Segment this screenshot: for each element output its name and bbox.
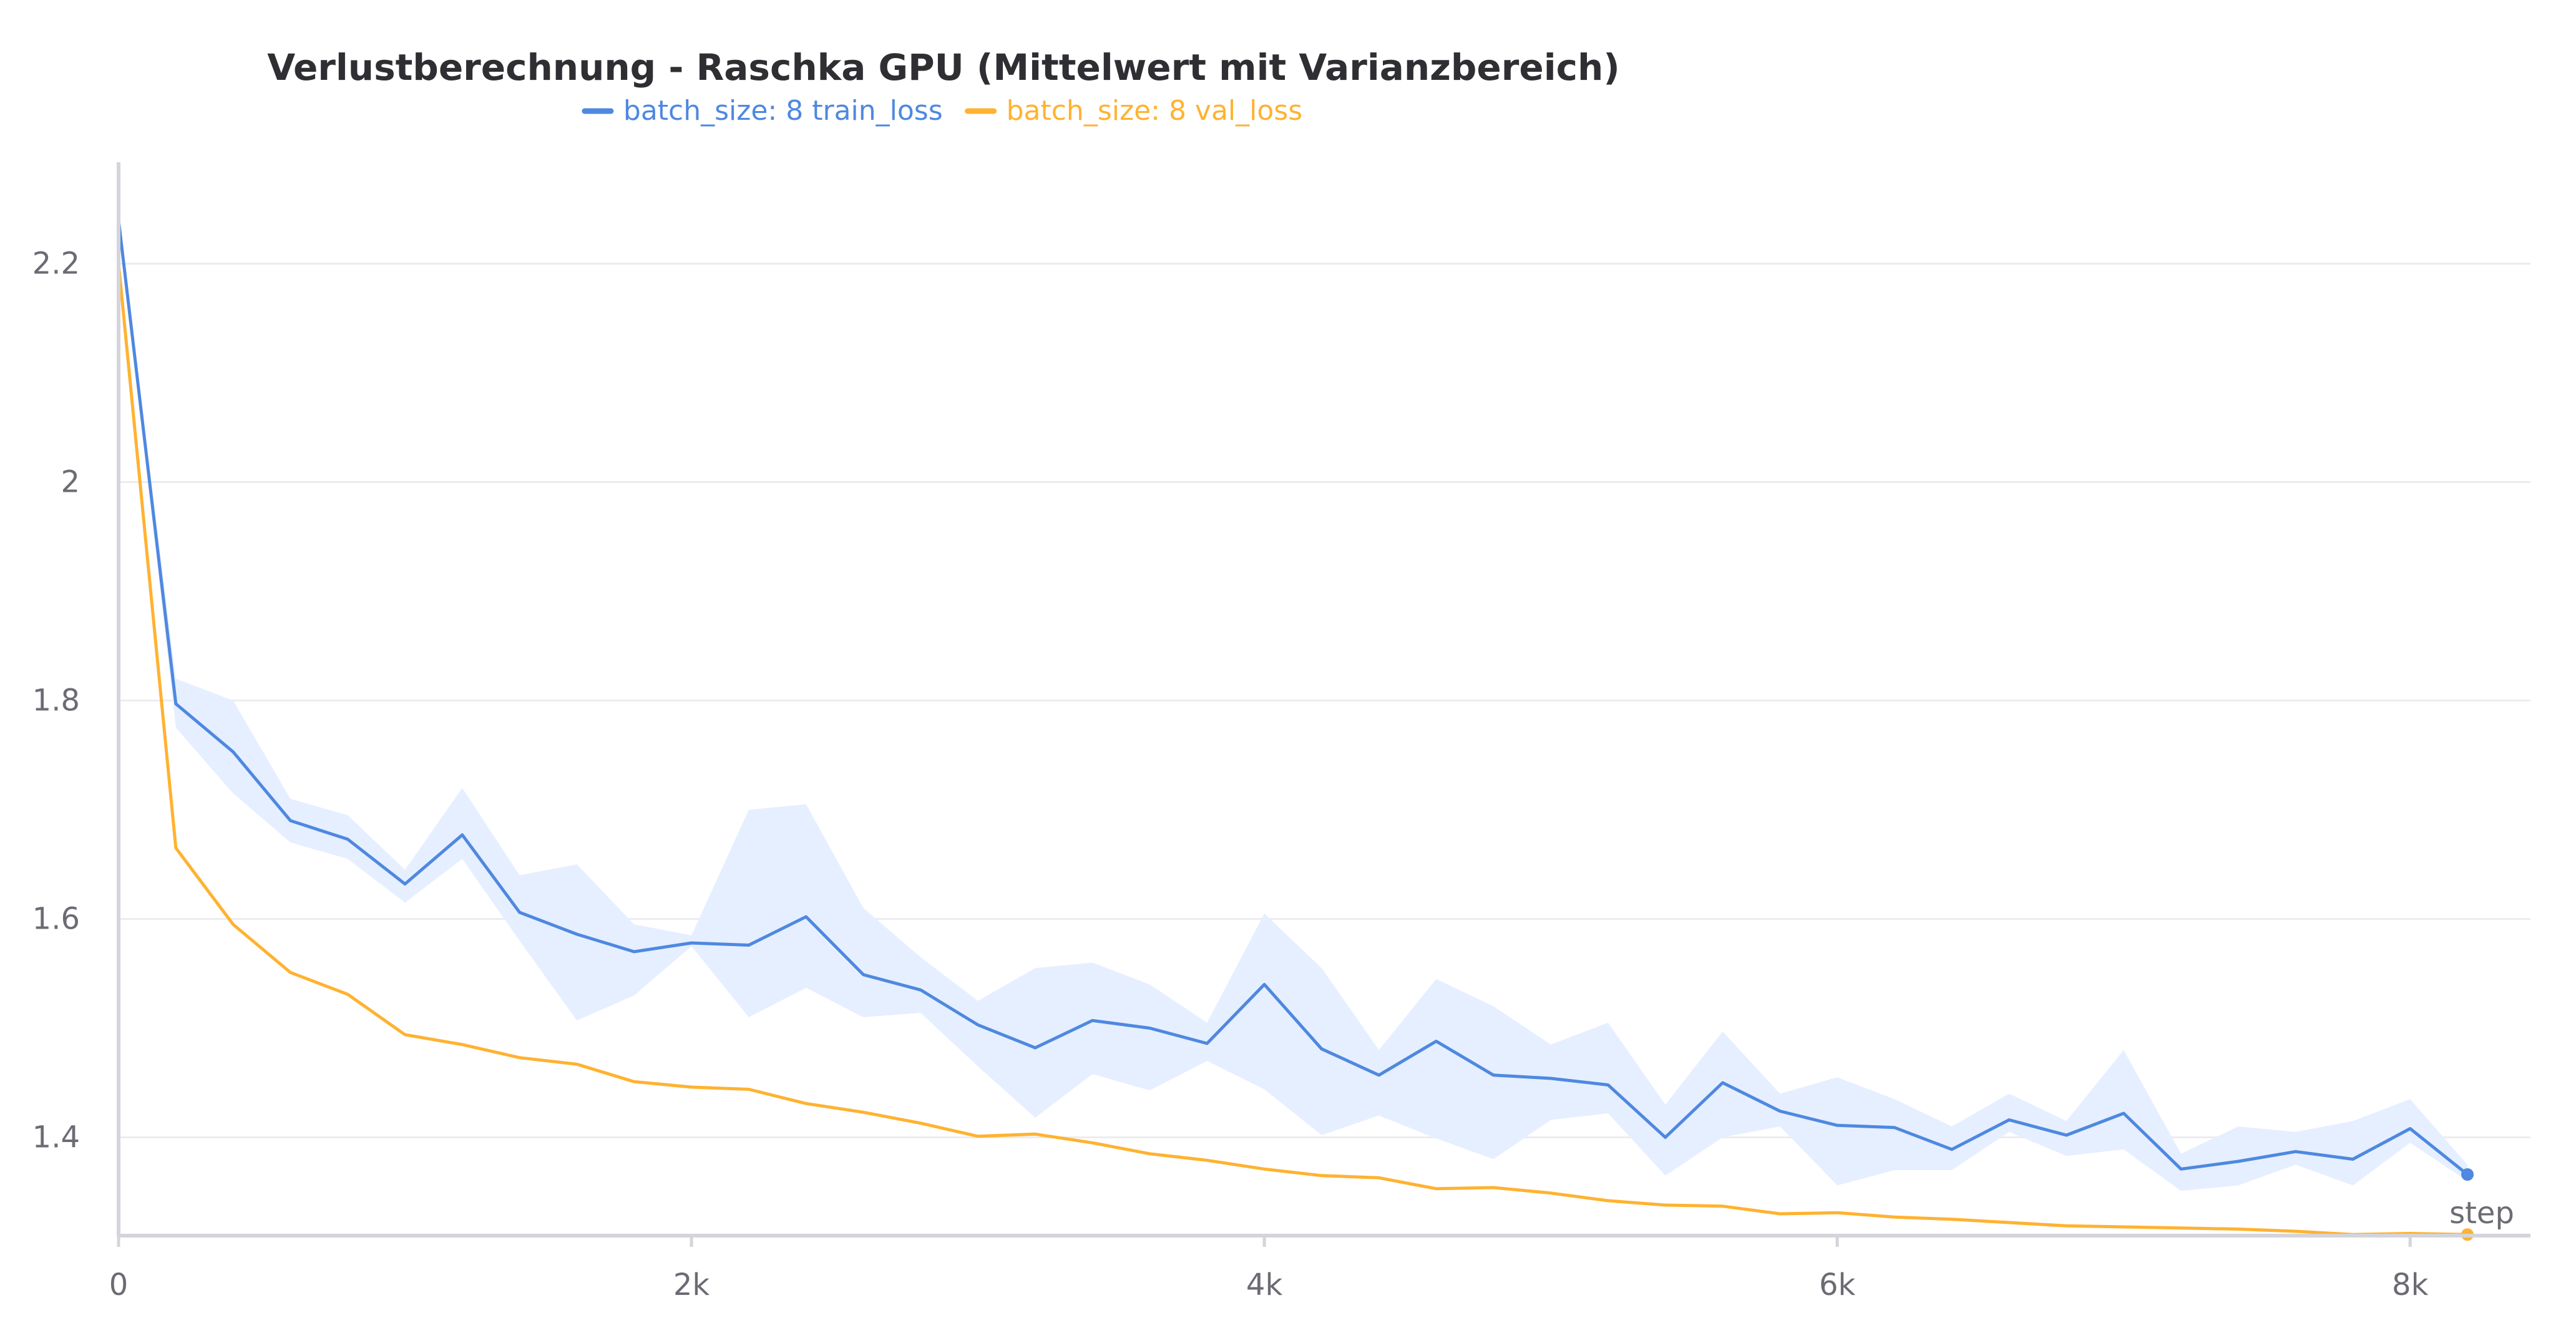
legend-item-0: batch_size: 8 train_loss — [582, 95, 943, 127]
y-tick-label-4: 2.2 — [32, 247, 80, 281]
x-tick-label-3: 6k — [1819, 1267, 1856, 1302]
chart-title: Verlustberechnung - Raschka GPU (Mittelw… — [267, 46, 1620, 89]
x-tick-label-1: 2k — [673, 1267, 710, 1302]
x-axis-label: step — [2449, 1196, 2514, 1231]
series-line-0 — [117, 218, 2469, 1176]
series-line-1 — [117, 262, 2469, 1236]
y-tick-labels: 1.4 1.6 1.8 2 2.2 — [32, 247, 80, 1155]
y-tick-label-2: 1.8 — [32, 683, 80, 718]
variance-bands — [119, 220, 2467, 1191]
y-tick-label-3: 2 — [61, 465, 80, 500]
legend-item-1: batch_size: 8 val_loss — [965, 95, 1303, 127]
x-tick-label-2: 4k — [1246, 1267, 1283, 1302]
x-tick-label-0: 0 — [109, 1267, 129, 1302]
variance-band-series-0 — [119, 220, 2467, 1191]
y-tick-label-0: 1.4 — [32, 1120, 80, 1155]
x-tick-labels: 0 2k 4k 6k 8k — [109, 1236, 2429, 1302]
legend: batch_size: 8 train_loss batch_size: 8 va… — [582, 95, 1303, 127]
y-tick-label-1: 1.6 — [32, 902, 80, 937]
end-marker-series-0 — [2461, 1168, 2474, 1181]
legend-label-1: batch_size: 8 val_loss — [1007, 95, 1303, 127]
legend-label-0: batch_size: 8 train_loss — [623, 95, 943, 127]
x-tick-label-4: 8k — [2392, 1267, 2429, 1302]
series-lines — [117, 218, 2469, 1236]
axes — [117, 162, 2530, 1238]
